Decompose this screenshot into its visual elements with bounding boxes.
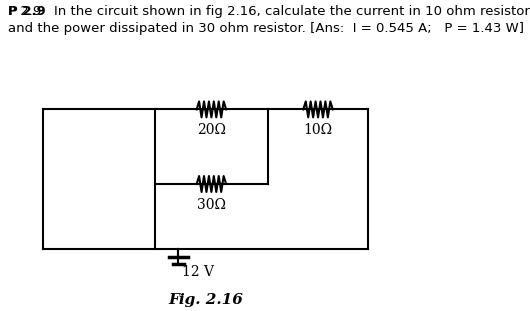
Text: 30Ω: 30Ω	[197, 198, 226, 212]
Text: P 2.9   In the circuit shown in fig 2.16, calculate the current in 10 ohm resist: P 2.9 In the circuit shown in fig 2.16, …	[8, 5, 529, 18]
Text: 12 V: 12 V	[182, 265, 214, 279]
Text: P 2.9: P 2.9	[8, 5, 46, 18]
Text: Fig. 2.16: Fig. 2.16	[168, 293, 243, 307]
Text: and the power dissipated in 30 ohm resistor. [Ans:  I = 0.545 A;   P = 1.43 W]: and the power dissipated in 30 ohm resis…	[8, 22, 524, 35]
Text: 20Ω: 20Ω	[197, 123, 226, 137]
Text: 10Ω: 10Ω	[304, 123, 333, 137]
